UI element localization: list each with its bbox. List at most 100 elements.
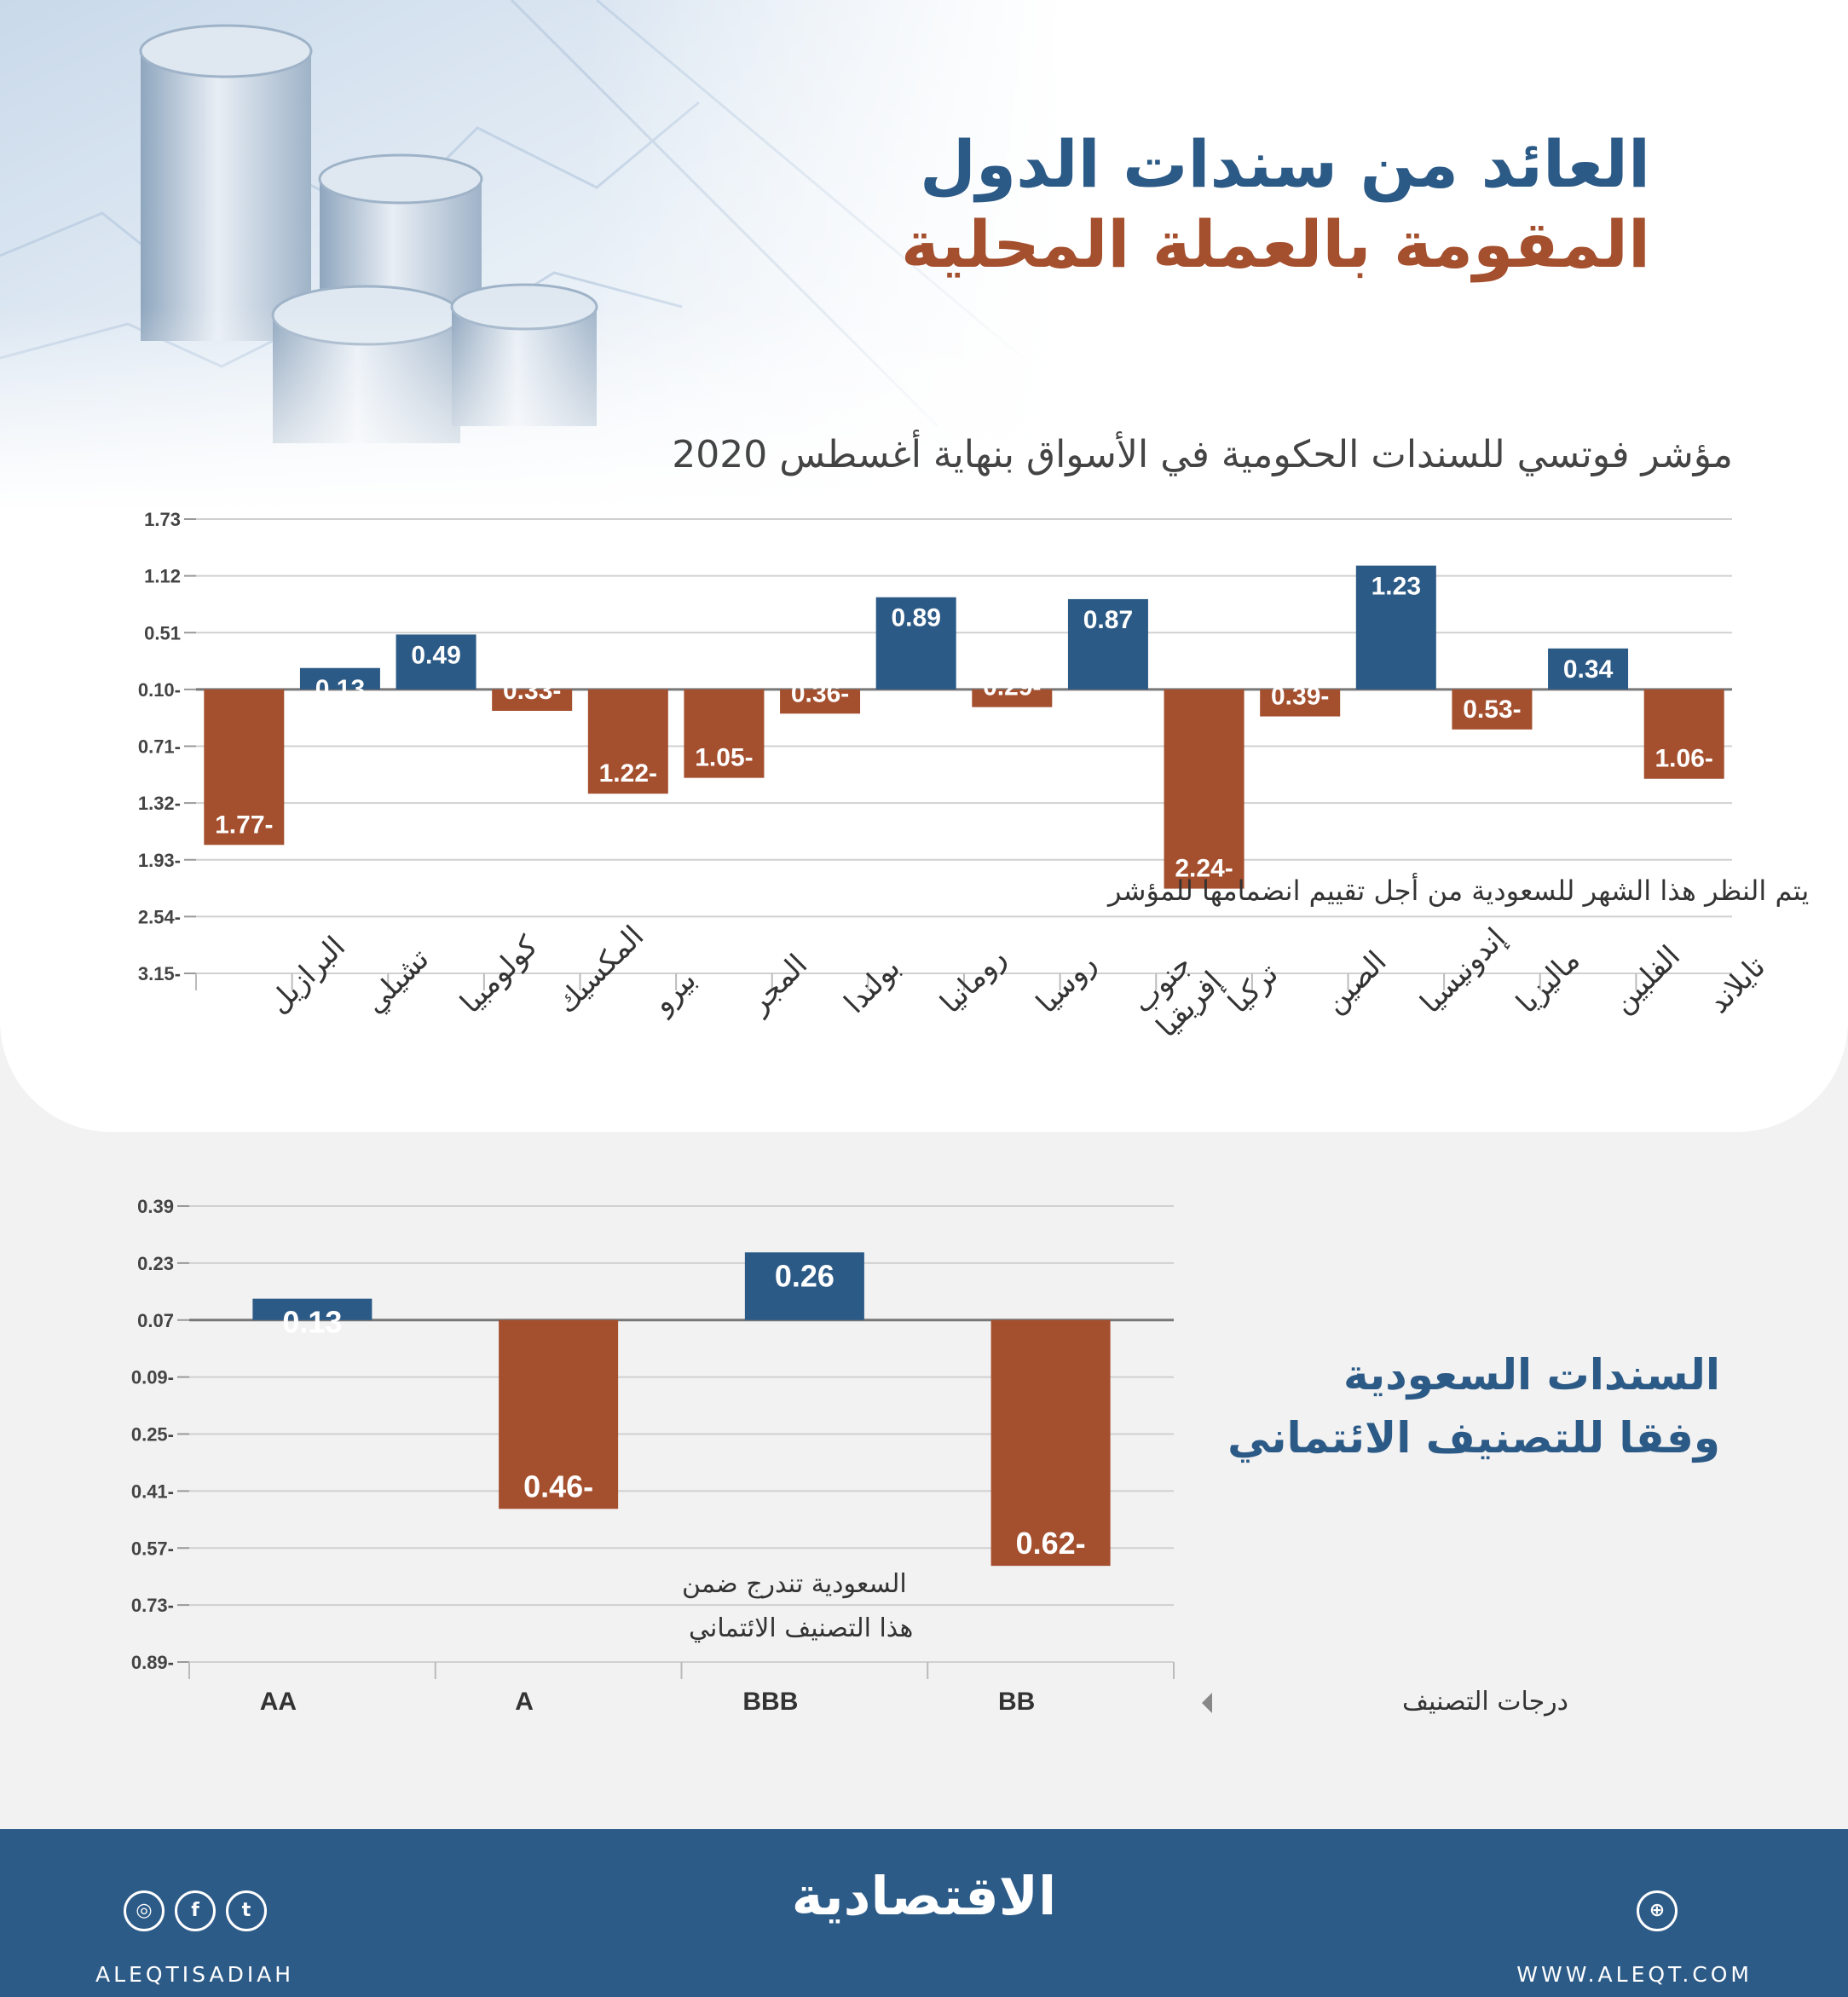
- side-title-line1: السندات السعودية: [1343, 1350, 1720, 1400]
- x-category-label-text: ماليزيا: [1510, 944, 1586, 1020]
- globe-icon[interactable]: ⊕: [1637, 1890, 1678, 1931]
- x-category-label-text: تركيا: [1221, 957, 1285, 1020]
- y-tick-label: 0.25-: [131, 1424, 174, 1446]
- bar-value-label: 0.87: [1083, 606, 1133, 634]
- bar: [1643, 689, 1724, 779]
- x-category-label: بيرو: [644, 963, 703, 1022]
- bottom-annotation-line1: السعودية تندرج ضمن: [682, 1569, 907, 1599]
- bar: [587, 689, 668, 794]
- x-category-label: تايلاند: [1701, 949, 1772, 1020]
- bar: [972, 689, 1053, 707]
- bar-value-label: 0.29-: [983, 673, 1041, 701]
- country-yield-chart: 1.73 1.12 0.51 0.10- 0.71- 1.32- 1.93- 2.54- 3.1…: [138, 509, 1809, 1045]
- x-category-label-text: إندونيسيا: [1414, 921, 1513, 1020]
- bar-value-label: 0.33-: [503, 677, 561, 705]
- x-category-label: إندونيسيا: [1414, 921, 1513, 1020]
- website-link[interactable]: WWW.ALEQT.COM: [1516, 1962, 1753, 1987]
- bar: [780, 689, 861, 714]
- x-category-label: المكسيك: [550, 920, 650, 1020]
- x-category-label-text: تشيلي: [358, 942, 436, 1020]
- x-category-label: BB: [998, 1688, 1035, 1716]
- x-category-label-text: الصين: [1318, 944, 1394, 1020]
- x-category-label: رومانيا: [933, 941, 1013, 1020]
- x-category-label-text: رومانيا: [933, 941, 1013, 1020]
- bar: [1260, 689, 1341, 717]
- bar-value-label: 0.36-: [791, 679, 849, 707]
- y-tick-label: 2.54-: [138, 906, 181, 927]
- chart-subtitle: مؤشر فوتسي للسندات الحكومية في الأسواق ب…: [672, 433, 1733, 476]
- y-tick-label: 0.51: [144, 622, 181, 644]
- y-tick-label: 0.57-: [131, 1538, 174, 1559]
- bar: [990, 1319, 1111, 1567]
- y-tick-label: 0.71-: [138, 736, 181, 758]
- x-category-label-text: كولومبيا: [453, 929, 545, 1020]
- facebook-icon[interactable]: f: [175, 1890, 216, 1931]
- y-tick-label: 0.09-: [131, 1367, 174, 1388]
- bar: [1067, 598, 1148, 690]
- y-tick-label: 1.73: [144, 509, 181, 530]
- x-category-label: الفلبين: [1606, 939, 1687, 1020]
- x-category-label-text: روسيا: [1030, 947, 1103, 1020]
- x-category-label-text: المكسيك: [550, 920, 650, 1020]
- bar-value-label: 0.53-: [1463, 695, 1521, 724]
- x-axis-caption: درجات التصنيف: [1402, 1687, 1568, 1717]
- bar-value-label: 1.23: [1372, 573, 1421, 601]
- bar: [684, 689, 765, 778]
- bar-value-label: 0.26: [775, 1258, 834, 1293]
- brand-logo: الاقتصادية: [791, 1865, 1057, 1927]
- bar: [252, 1298, 372, 1320]
- bottom-annotation-line2: هذا التصنيف الائتماني: [689, 1613, 913, 1643]
- x-category-label: AA: [260, 1688, 297, 1716]
- bar-value-label: 1.05-: [695, 744, 753, 772]
- y-tick-label: 1.93-: [138, 850, 181, 871]
- bar-value-label: 0.13: [282, 1305, 342, 1340]
- bar: [875, 597, 956, 690]
- x-category-label-text: تايلاند: [1701, 949, 1772, 1020]
- bar: [492, 689, 573, 711]
- x-category-label-text: المجر: [741, 948, 814, 1021]
- y-tick-label: 0.10-: [138, 679, 181, 701]
- bar-value-label: 0.62-: [1016, 1526, 1086, 1561]
- bar: [204, 689, 285, 846]
- x-category-label: البرازيل: [262, 930, 352, 1020]
- twitter-icon[interactable]: t: [226, 1890, 267, 1931]
- x-category-label: BBB: [742, 1688, 798, 1716]
- y-tick-label: 1.32-: [138, 793, 181, 814]
- footer: ◎ f t ⊕ الاقتصادية ALEQTISADIAH WWW.ALEQ…: [0, 1829, 1848, 1997]
- bar: [1355, 565, 1436, 690]
- x-category-label: كولومبيا: [453, 929, 545, 1020]
- y-tick-label: 0.89-: [131, 1652, 174, 1673]
- bar: [299, 667, 380, 690]
- caption-arrow-icon: [1202, 1693, 1212, 1713]
- y-tick-label: 3.15-: [138, 963, 181, 984]
- y-tick-label: 0.07: [137, 1310, 174, 1331]
- bar-value-label: 0.13: [315, 675, 365, 703]
- instagram-icon[interactable]: ◎: [124, 1890, 165, 1931]
- y-tick-label: 0.73-: [131, 1595, 174, 1616]
- x-category-label: روسيا: [1030, 947, 1103, 1020]
- social-handle[interactable]: ALEQTISADIAH: [95, 1962, 295, 1987]
- bar-value-label: 1.22-: [599, 759, 657, 788]
- main-title-line2: المقومة بالعملة المحلية: [901, 206, 1650, 282]
- bar: [1548, 648, 1629, 690]
- bar-value-label: 0.46-: [523, 1469, 593, 1504]
- bar: [499, 1319, 619, 1509]
- rating-yield-chart: 0.39 0.23 0.07 0.09- 0.25- 0.41- 0.57- 0.73- 0.8…: [131, 1196, 1568, 1717]
- x-category-label: المجر: [741, 948, 814, 1021]
- bar-value-label: 1.77-: [215, 811, 273, 839]
- bar-value-label: 2.24-: [1175, 855, 1233, 883]
- x-category-label: بولندا: [838, 951, 907, 1020]
- coins-hero-image: [0, 0, 1065, 511]
- x-category-label: تشيلي: [358, 942, 436, 1020]
- x-category-label-text: بيرو: [644, 963, 703, 1022]
- x-category-label: الصين: [1318, 944, 1394, 1020]
- y-tick-label: 0.39: [137, 1196, 174, 1217]
- x-category-label-text: بولندا: [838, 951, 907, 1020]
- x-category-label: ماليزيا: [1510, 944, 1586, 1020]
- y-tick-label: 1.12: [144, 566, 181, 587]
- bar-value-label: 0.89: [891, 604, 940, 632]
- x-category-label-text: الفلبين: [1606, 939, 1687, 1020]
- side-title-line2: وفقا للتصنيف الائتماني: [1227, 1413, 1720, 1463]
- bar: [1452, 689, 1533, 730]
